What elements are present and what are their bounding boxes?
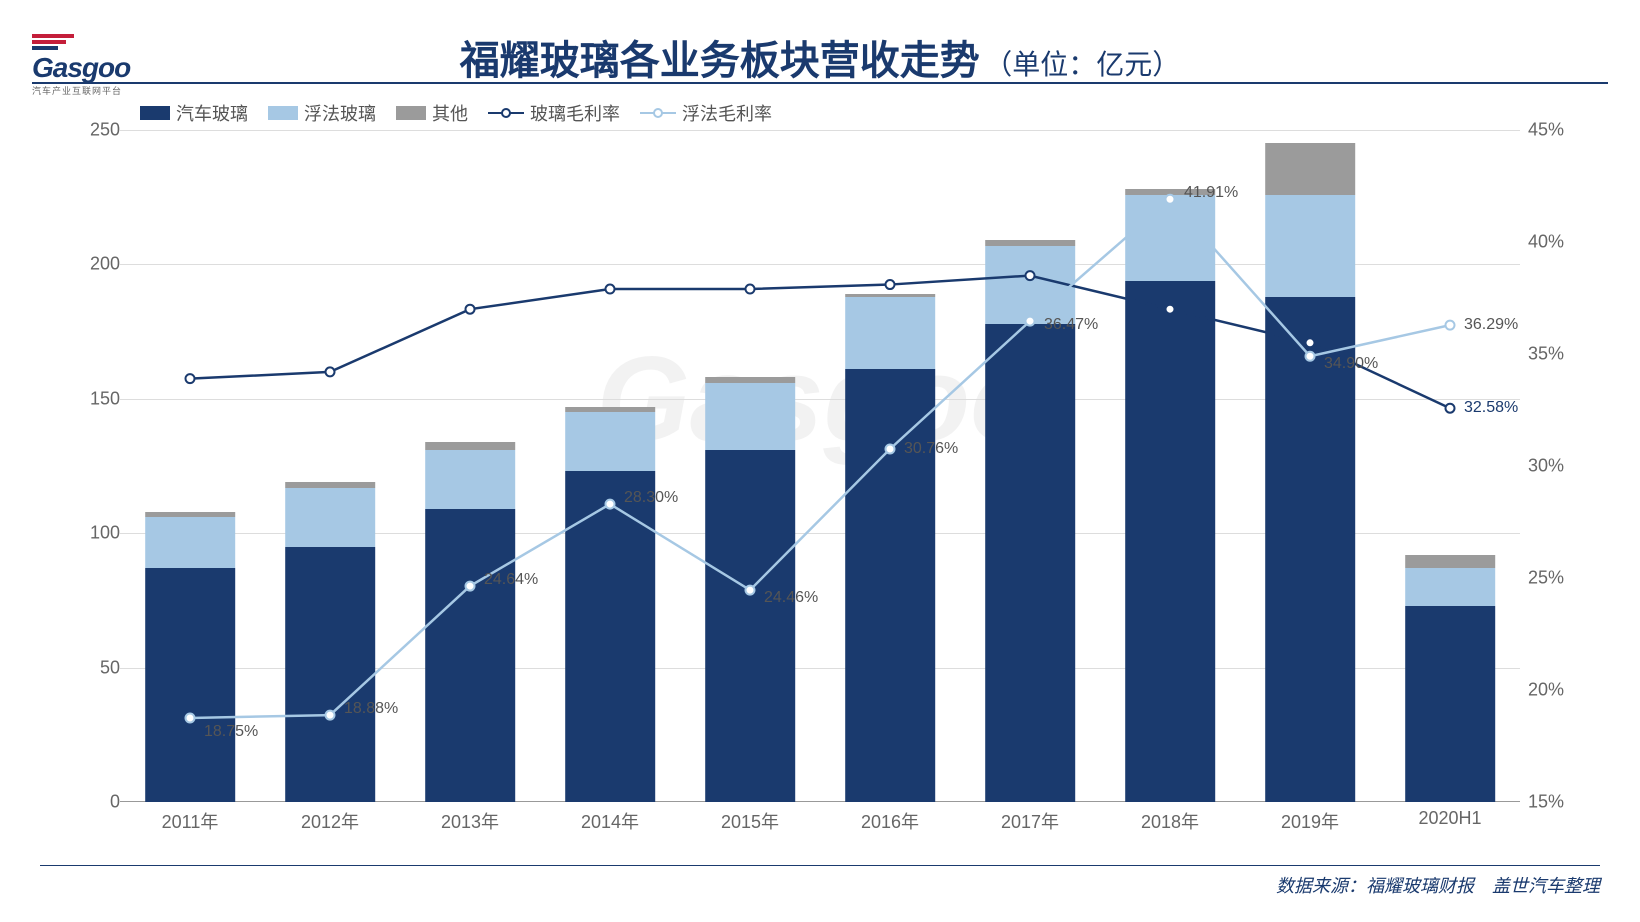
data-source: 数据来源：福耀玻璃财报 盖世汽车整理 [1276, 872, 1600, 898]
chart-title: 福耀玻璃各业务板块营收走势 （单位：亿元） [0, 28, 1640, 86]
x-tick: 2016年 [820, 808, 960, 838]
data-label: 18.75% [204, 723, 258, 741]
y1-tick: 150 [60, 388, 120, 409]
title-main: 福耀玻璃各业务板块营收走势 [460, 39, 980, 83]
data-label: 36.47% [1044, 316, 1098, 334]
x-tick: 2018年 [1100, 808, 1240, 838]
x-tick: 2017年 [960, 808, 1100, 838]
y1-axis: 050100150200250 [60, 130, 120, 802]
title-unit: （单位：亿元） [984, 49, 1180, 80]
data-label: 18.88% [344, 700, 398, 718]
footer-divider [40, 865, 1600, 866]
data-label: 24.64% [484, 571, 538, 589]
y1-tick: 0 [60, 792, 120, 813]
chart-area: 汽车玻璃浮法玻璃其他玻璃毛利率浮法毛利率 Gasgoo 050100150200… [60, 100, 1580, 842]
x-tick: 2014年 [540, 808, 680, 838]
data-label: 34.90% [1324, 355, 1378, 373]
x-tick: 2015年 [680, 808, 820, 838]
x-tick: 2012年 [260, 808, 400, 838]
legend-item: 汽车玻璃 [140, 100, 248, 126]
data-label: 36.29% [1464, 316, 1518, 334]
data-label: 41.91% [1184, 184, 1238, 202]
y2-tick: 20% [1528, 680, 1588, 701]
plot-area: Gasgoo 050100150200250 15%20%25%30%35%40… [120, 130, 1520, 802]
legend-item: 浮法玻璃 [268, 100, 376, 126]
y2-tick: 15% [1528, 792, 1588, 813]
y2-tick: 35% [1528, 344, 1588, 365]
data-label: 24.46% [764, 589, 818, 607]
legend-item: 浮法毛利率 [640, 100, 772, 126]
x-tick: 2013年 [400, 808, 540, 838]
y1-tick: 50 [60, 657, 120, 678]
title-underline [32, 82, 1608, 84]
y1-tick: 200 [60, 254, 120, 275]
x-tick: 2011年 [120, 808, 260, 838]
y2-tick: 45% [1528, 120, 1588, 141]
legend-item: 其他 [396, 100, 468, 126]
y1-tick: 250 [60, 120, 120, 141]
line-series [120, 130, 1520, 802]
data-label: 28.30% [624, 489, 678, 507]
y2-tick: 30% [1528, 456, 1588, 477]
legend: 汽车玻璃浮法玻璃其他玻璃毛利率浮法毛利率 [140, 100, 772, 126]
x-axis: 2011年2012年2013年2014年2015年2016年2017年2018年… [120, 808, 1520, 838]
line-end-label: 32.58% [1464, 399, 1518, 417]
x-tick: 2020H1 [1380, 808, 1520, 838]
legend-item: 玻璃毛利率 [488, 100, 620, 126]
x-tick: 2019年 [1240, 808, 1380, 838]
data-label: 30.76% [904, 440, 958, 458]
y2-tick: 40% [1528, 232, 1588, 253]
y2-tick: 25% [1528, 568, 1588, 589]
y1-tick: 100 [60, 523, 120, 544]
y2-axis: 15%20%25%30%35%40%45% [1528, 130, 1588, 802]
